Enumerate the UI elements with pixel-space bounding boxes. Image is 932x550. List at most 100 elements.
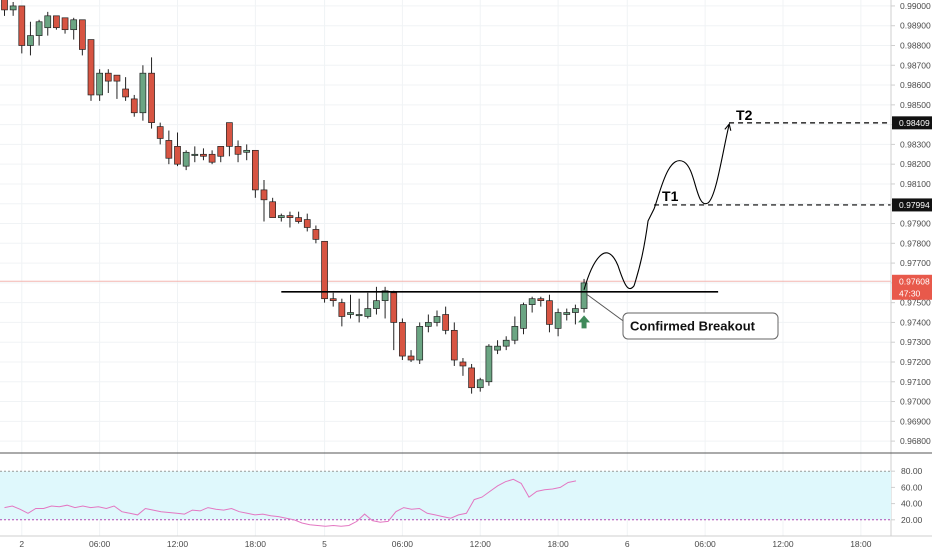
candle-body <box>485 345 493 383</box>
candle-body <box>87 39 95 96</box>
candle-body <box>563 312 571 315</box>
candle-body <box>572 308 579 313</box>
t1-label: T1 <box>662 188 679 204</box>
candle <box>104 69 112 93</box>
candle-body <box>234 146 242 155</box>
candle-body <box>53 15 60 29</box>
price-tick-label: 0.97000 <box>900 397 931 407</box>
candle <box>286 211 294 228</box>
candle <box>364 292 372 319</box>
candle-body <box>182 151 190 167</box>
candle <box>165 130 173 165</box>
price-tag: 47:30 <box>892 286 932 300</box>
candle-body <box>295 217 302 222</box>
price-tick-label: 0.97900 <box>900 219 931 229</box>
candle <box>156 122 164 145</box>
candle-body <box>113 74 121 82</box>
price-tick-label: 0.97100 <box>900 377 931 387</box>
candle <box>554 308 562 337</box>
price-tag-label: 0.97608 <box>899 276 930 286</box>
price-tick-label: 0.98300 <box>900 139 931 149</box>
candle <box>321 240 328 303</box>
callout-box[interactable] <box>622 312 779 340</box>
candle <box>148 57 155 129</box>
candle <box>252 149 259 198</box>
rsi-tick-label: 80.00 <box>901 466 923 476</box>
rsi-tick-label: 60.00 <box>901 482 923 492</box>
candle <box>312 225 320 244</box>
candle <box>191 146 199 163</box>
price-tag-label: 0.97994 <box>899 200 930 210</box>
time-tick-label: 12:00 <box>772 539 794 549</box>
candle-body <box>208 153 216 163</box>
candle-body <box>399 322 406 357</box>
candle <box>303 213 311 232</box>
candle-body <box>373 300 380 309</box>
up-arrow-icon <box>578 315 591 329</box>
candle <box>96 69 104 101</box>
candle-body <box>554 312 562 329</box>
candle-body <box>364 308 372 317</box>
candle-body <box>537 298 545 302</box>
price-tick-label: 0.98900 <box>900 21 931 31</box>
candle <box>53 15 60 30</box>
candle-body <box>104 72 112 82</box>
candle <box>580 278 588 313</box>
candle <box>416 322 424 364</box>
time-tick-label: 18:00 <box>547 539 569 549</box>
candle <box>44 11 52 36</box>
price-tick-label: 0.99000 <box>900 1 931 11</box>
price-tick-label: 0.96900 <box>900 416 931 426</box>
t2-label: T2 <box>736 107 753 123</box>
price-tag-bg <box>892 286 932 300</box>
candle <box>61 17 69 34</box>
time-axis[interactable]: 2 06:00 12:00 18:00 5 06:00 12:00 18:00 6 06:00 12… <box>19 539 932 549</box>
candle <box>546 294 553 333</box>
candle <box>70 17 78 40</box>
candle <box>390 290 398 351</box>
candle <box>18 5 26 54</box>
candle <box>433 310 441 327</box>
candle <box>494 340 501 355</box>
candle-body <box>139 72 147 114</box>
price-tag-bg <box>892 116 932 130</box>
candle-body <box>1 0 8 11</box>
candle-body <box>70 19 78 31</box>
candle-body <box>425 322 432 327</box>
candle <box>425 314 432 333</box>
candle <box>338 298 346 327</box>
candle <box>87 39 95 101</box>
candle-body <box>200 153 207 157</box>
candle-body <box>96 72 104 96</box>
candle <box>260 180 268 222</box>
candle-body <box>528 298 536 305</box>
candle <box>277 213 285 222</box>
candle-body <box>286 215 294 218</box>
candle <box>537 296 545 307</box>
candle <box>234 140 242 163</box>
price-tick-label: 0.98600 <box>900 80 931 90</box>
candle-body <box>416 326 424 361</box>
candle <box>563 308 571 321</box>
rsi-axis[interactable]: 80.00 60.00 40.00 20.00 <box>891 466 923 525</box>
candle-body <box>27 35 34 46</box>
candle-body <box>252 149 259 191</box>
time-tick-label: 6 <box>625 539 630 549</box>
candle <box>528 296 536 313</box>
price-tick-label: 0.97200 <box>900 357 931 367</box>
projected-path[interactable] <box>583 125 729 290</box>
candle-body <box>502 339 510 347</box>
time-tick-label: 12:00 <box>470 539 492 549</box>
candle <box>476 377 484 392</box>
candle-body <box>407 355 415 361</box>
candle <box>78 19 86 56</box>
candle-body <box>226 122 233 147</box>
candle-body <box>260 189 268 201</box>
time-tick-label: 2 <box>19 539 24 549</box>
candle-body <box>165 140 173 159</box>
price-tick-label: 0.98500 <box>900 100 931 110</box>
candle <box>122 77 129 101</box>
candle-body <box>303 219 311 228</box>
candle <box>329 292 337 307</box>
